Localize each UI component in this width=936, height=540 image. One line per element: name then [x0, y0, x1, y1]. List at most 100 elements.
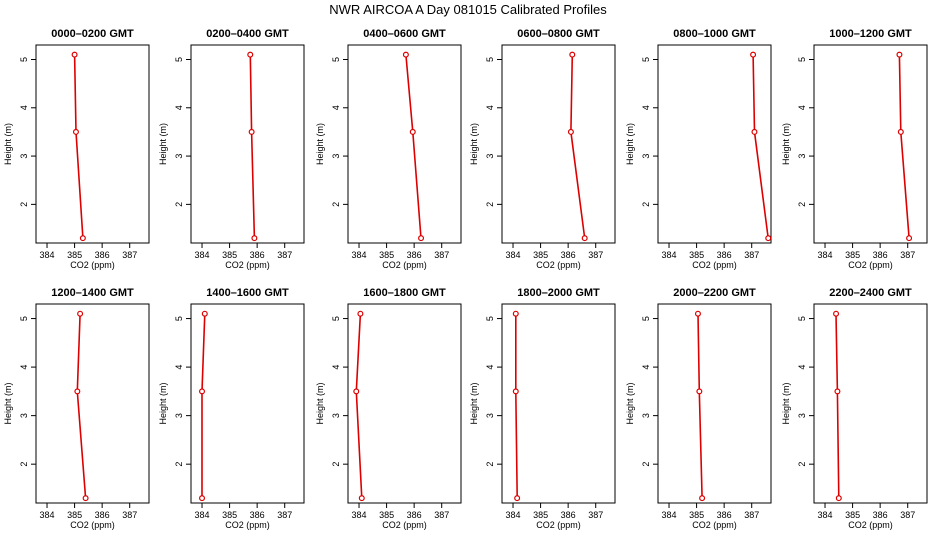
x-tick-label: 385 [379, 250, 394, 260]
data-point [834, 388, 841, 395]
x-tick-label: 387 [900, 510, 915, 520]
profile-line [514, 313, 518, 499]
data-point [696, 388, 703, 395]
chart-panel-2: 0200–0400 GMT 384 385 386 387 2 3 4 5 CO2 (ppm) He… [158, 28, 305, 270]
x-tick-label: 387 [434, 250, 449, 260]
data-point [357, 310, 364, 317]
plot-frame [657, 303, 772, 504]
y-tick-label: 5 [174, 57, 184, 62]
x-axis-label: CO2 (ppm) [536, 520, 581, 530]
x-tick-label: 386 [407, 510, 422, 520]
chart-panel-1: 0000–0200 GMT 384 385 386 387 2 3 4 5 CO2 (ppm) He… [3, 28, 150, 270]
y-tick-label: 4 [174, 105, 184, 110]
x-axis-label: CO2 (ppm) [692, 260, 737, 270]
x-tick-label: 386 [250, 250, 265, 260]
data-point [833, 310, 840, 317]
y-tick-label: 2 [174, 202, 184, 207]
y-tick-label: 4 [19, 365, 29, 370]
panel-title: 1000–1200 GMT [829, 28, 912, 40]
profile-line [752, 54, 769, 239]
panel-title: 0000–0200 GMT [51, 28, 134, 40]
x-tick-label: 384 [40, 510, 55, 520]
chart-panel-6: 1000–1200 GMT 384 385 386 387 2 3 4 5 CO2 (ppm) He… [781, 28, 928, 270]
plot-frame [813, 44, 928, 244]
y-tick-label: 2 [797, 202, 807, 207]
x-tick-label: 384 [352, 250, 367, 260]
x-tick-label: 387 [588, 510, 603, 520]
x-tick-label: 385 [689, 250, 704, 260]
y-axis-label: Height (m) [781, 123, 791, 165]
plot-frame [347, 303, 462, 504]
y-tick-label: 2 [797, 462, 807, 467]
y-tick-label: 5 [797, 57, 807, 62]
data-point [512, 388, 519, 395]
panel-title: 1200–1400 GMT [51, 287, 134, 299]
plot-frame [347, 44, 462, 244]
profile-line [76, 313, 87, 499]
profile-line [405, 54, 422, 239]
data-point [567, 128, 574, 135]
y-tick-label: 2 [19, 202, 29, 207]
y-tick-label: 4 [174, 365, 184, 370]
x-tick-label: 387 [588, 250, 603, 260]
chart-panel-9: 1600–1800 GMT 384 385 386 387 2 3 4 5 CO2 (ppm) He… [315, 287, 462, 530]
y-tick-label: 5 [797, 316, 807, 321]
y-tick-label: 2 [331, 202, 341, 207]
chart-panel-4: 0600–0800 GMT 384 385 386 387 2 3 4 5 CO2 (ppm) He… [469, 28, 616, 270]
profile-line [355, 313, 363, 499]
x-tick-label: 387 [744, 510, 759, 520]
y-tick-label: 4 [797, 105, 807, 110]
panel-title: 0600–0800 GMT [517, 28, 600, 40]
y-tick-label: 4 [331, 105, 341, 110]
y-tick-label: 4 [641, 105, 651, 110]
panel-title: 1600–1800 GMT [363, 287, 446, 299]
y-axis-label: Height (m) [158, 123, 168, 165]
x-axis-label: CO2 (ppm) [692, 520, 737, 530]
y-tick-label: 2 [641, 202, 651, 207]
x-tick-label: 384 [506, 510, 521, 520]
x-tick-label: 384 [506, 250, 521, 260]
x-axis-label: CO2 (ppm) [382, 520, 427, 530]
plot-frame [190, 44, 305, 244]
data-point [694, 310, 701, 317]
x-tick-label: 386 [95, 250, 110, 260]
data-point [514, 495, 521, 502]
x-tick-label: 386 [407, 250, 422, 260]
data-point [82, 495, 89, 502]
y-tick-label: 2 [485, 462, 495, 467]
y-tick-label: 2 [331, 462, 341, 467]
x-tick-label: 385 [845, 250, 860, 260]
x-tick-label: 385 [533, 250, 548, 260]
y-axis-label: Height (m) [315, 382, 325, 424]
x-tick-label: 384 [662, 510, 677, 520]
x-tick-label: 385 [67, 510, 82, 520]
data-point [72, 128, 79, 135]
data-point [71, 51, 78, 58]
y-tick-label: 3 [174, 413, 184, 418]
y-axis-label: Height (m) [469, 382, 479, 424]
y-axis-label: Height (m) [781, 382, 791, 424]
profile-line [201, 313, 206, 499]
data-point [248, 128, 255, 135]
data-point [906, 235, 913, 242]
x-axis-label: CO2 (ppm) [382, 260, 427, 270]
y-tick-label: 4 [641, 365, 651, 370]
x-tick-label: 386 [95, 510, 110, 520]
data-point [750, 51, 757, 58]
x-tick-label: 384 [662, 250, 677, 260]
y-tick-label: 5 [19, 316, 29, 321]
panel-title: 0400–0600 GMT [363, 28, 446, 40]
data-point [358, 495, 365, 502]
y-tick-label: 2 [19, 462, 29, 467]
data-point [199, 495, 206, 502]
x-tick-label: 387 [122, 510, 137, 520]
panel-title: 1400–1600 GMT [206, 287, 289, 299]
x-tick-label: 385 [222, 250, 237, 260]
chart-panel-5: 0800–1000 GMT 384 385 386 387 2 3 4 5 CO2 (ppm) He… [625, 28, 772, 270]
y-axis-label: Height (m) [3, 382, 13, 424]
y-tick-label: 2 [641, 462, 651, 467]
y-tick-label: 3 [485, 413, 495, 418]
plot-frame [501, 44, 616, 244]
y-tick-label: 3 [19, 413, 29, 418]
y-tick-label: 4 [485, 105, 495, 110]
